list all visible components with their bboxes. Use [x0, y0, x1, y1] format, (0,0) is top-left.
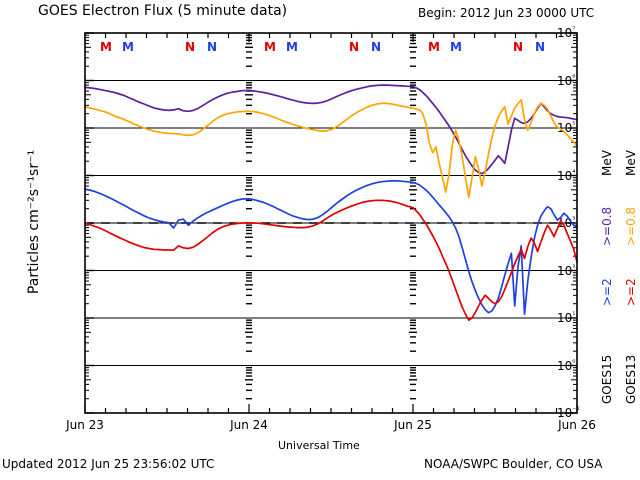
event-marker-n: N: [206, 40, 218, 54]
event-marker-n: N: [370, 40, 382, 54]
event-marker-m: M: [264, 40, 276, 54]
series-line-0: [84, 84, 578, 175]
x-tick-label: Jun 25: [394, 418, 432, 432]
event-marker-m: M: [100, 40, 112, 54]
event-marker-m: M: [286, 40, 298, 54]
x-tick-label: Jun 23: [66, 418, 104, 432]
series-line-3: [84, 199, 578, 322]
event-marker-n: N: [348, 40, 360, 54]
begin-time-label: Begin: 2012 Jun 23 0000 UTC: [418, 6, 595, 20]
plot-frame: [84, 32, 578, 414]
event-marker-m: M: [450, 40, 462, 54]
x-tick-label: Jun 24: [230, 418, 268, 432]
page-title: GOES Electron Flux (5 minute data): [38, 3, 288, 19]
updated-timestamp: Updated 2012 Jun 25 23:56:02 UTC: [2, 457, 215, 471]
event-marker-n: N: [512, 40, 524, 54]
event-marker-n: N: [184, 40, 196, 54]
series-line-1: [84, 99, 578, 199]
x-axis-label: Universal Time: [278, 439, 360, 452]
x-tick-label: Jun 26: [558, 418, 596, 432]
agency-credit: NOAA/SWPC Boulder, CO USA: [424, 457, 603, 471]
series-line-2: [84, 180, 578, 316]
event-marker-n: N: [534, 40, 546, 54]
event-marker-m: M: [428, 40, 440, 54]
event-marker-m: M: [122, 40, 134, 54]
